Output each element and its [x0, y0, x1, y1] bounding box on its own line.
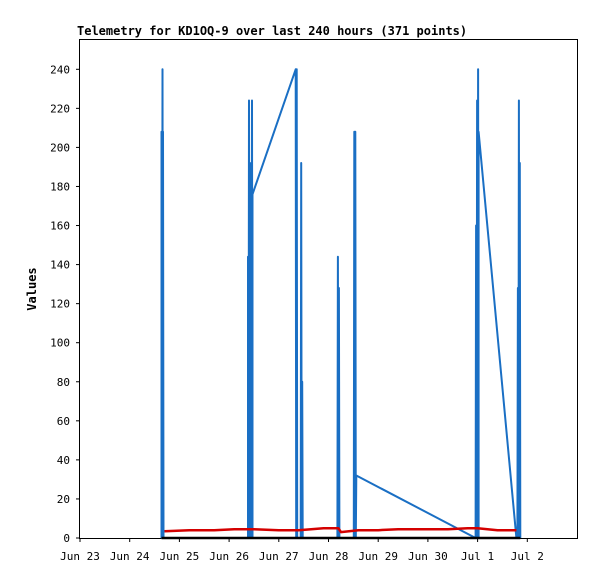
- x-axis: Jun 23 Jun 24 Jun 25 Jun 26 Jun 27 Jun 28 Jun …: [60, 538, 544, 563]
- y-tick-label: 240: [50, 63, 70, 76]
- chart-title: Telemetry for KD1OQ-9 over last 240 hour…: [77, 24, 467, 38]
- plot-area: [79, 39, 578, 539]
- series-group: [160, 68, 522, 540]
- y-axis: 0 20 40 60 80 100 120 140 160 180 200 220 240: [50, 63, 80, 545]
- x-tick-label: Jun 23: [60, 550, 100, 563]
- y-tick-label: 60: [57, 415, 70, 428]
- y-axis-label: Values: [25, 267, 39, 310]
- x-tick-label: Jun 30: [408, 550, 448, 563]
- y-tick-label: 160: [50, 220, 70, 233]
- series-line-1: [164, 526, 517, 534]
- y-tick-label: 100: [50, 337, 70, 350]
- y-tick-label: 40: [57, 454, 70, 467]
- x-tick-label: Jul 2: [511, 550, 544, 563]
- y-tick-label: 20: [57, 493, 70, 506]
- y-tick-label: 140: [50, 259, 70, 272]
- y-tick-label: 180: [50, 180, 70, 193]
- x-tick-label: Jun 27: [259, 550, 299, 563]
- y-tick-label: 220: [50, 102, 70, 115]
- x-tick-label: Jun 28: [309, 550, 349, 563]
- x-tick-label: Jun 24: [110, 550, 150, 563]
- x-tick-label: Jul 1: [461, 550, 494, 563]
- y-tick-label: 0: [63, 532, 70, 545]
- y-tick-label: 120: [50, 298, 70, 311]
- y-tick-label: 200: [50, 141, 70, 154]
- y-tick-label: 80: [57, 376, 70, 389]
- x-tick-label: Jun 29: [358, 550, 398, 563]
- x-tick-label: Jun 26: [209, 550, 249, 563]
- x-tick-label: Jun 25: [160, 550, 200, 563]
